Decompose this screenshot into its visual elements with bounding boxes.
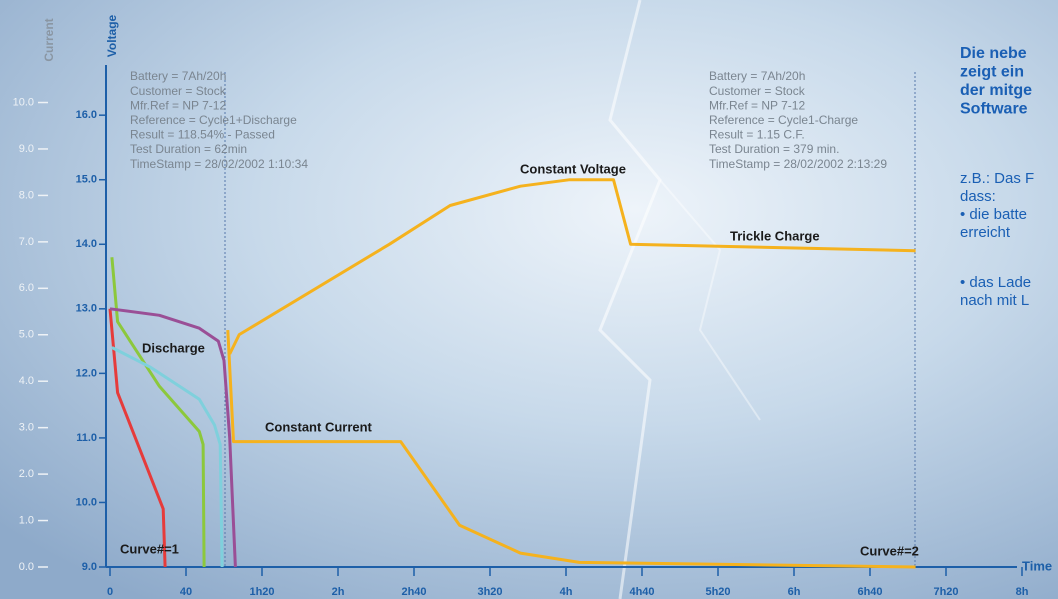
side-heading: zeigt ein (960, 64, 1024, 81)
y-tick-label: 6.0 (19, 282, 34, 294)
info-line: Battery = 7Ah/20h (130, 69, 226, 83)
annotation: Discharge (142, 340, 205, 355)
side-text: • die batte (960, 206, 1027, 223)
annotation: Constant Current (265, 419, 373, 434)
y-tick-label: 0.0 (19, 561, 34, 573)
y2-tick-label: 10.0 (76, 496, 97, 508)
x-tick-label: 5h20 (705, 586, 730, 598)
chart: Current Voltage Time 0.0 1.0 2.0 3.0 4.0 5.0 6… (0, 0, 1058, 599)
side-heading: der mitge (960, 82, 1032, 99)
y-tick-label: 9.0 (19, 143, 34, 155)
info-line: TimeStamp = 28/02/2002 1:10:34 (130, 157, 308, 171)
side-text: z.B.: Das F (960, 170, 1034, 187)
info-line: Reference = Cycle1+Discharge (130, 113, 297, 127)
info-line: Mfr.Ref = NP 7-12 (130, 98, 226, 112)
x-tick-label: 6h (788, 586, 801, 598)
info-line: Customer = Stock (709, 84, 806, 98)
annotation: Trickle Charge (730, 228, 820, 243)
y2-tick-label: 11.0 (76, 432, 97, 444)
y2-axis-title: Voltage (105, 14, 119, 57)
x-tick-label: 2h (332, 586, 345, 598)
annotation: Curve#=1 (120, 541, 179, 556)
side-text: • das Lade (960, 274, 1031, 291)
annotation: Curve#=2 (860, 543, 919, 558)
x-tick-label: 7h20 (933, 586, 958, 598)
y-tick-label: 1.0 (19, 514, 34, 526)
x-tick-label: 6h40 (857, 586, 882, 598)
x-tick-label: 0 (107, 586, 113, 598)
y2-tick-label: 9.0 (82, 561, 97, 573)
y-tick-label: 4.0 (19, 375, 34, 387)
x-tick-label: 40 (180, 586, 192, 598)
y-tick-label: 8.0 (19, 189, 34, 201)
y-tick-label: 5.0 (19, 329, 34, 341)
info-line: Result = 1.15 C.F. (709, 128, 805, 142)
info-line: Test Duration = 379 min. (709, 142, 839, 156)
x-tick-label: 1h20 (249, 586, 274, 598)
y-tick-label: 2.0 (19, 468, 34, 480)
y-axis-title: Current (42, 18, 56, 61)
x-tick-label: 4h (560, 586, 573, 598)
y2-tick-label: 13.0 (76, 303, 97, 315)
info-line: Reference = Cycle1-Charge (709, 113, 858, 127)
y-tick-label: 10.0 (13, 96, 34, 108)
y-tick-label: 3.0 (19, 422, 34, 434)
info-line: TimeStamp = 28/02/2002 2:13:29 (709, 157, 887, 171)
y2-tick-label: 16.0 (76, 109, 97, 121)
x-tick-label: 8h (1016, 586, 1029, 598)
y-tick-label: 7.0 (19, 236, 34, 248)
side-heading: Die nebe (960, 45, 1027, 62)
side-text: erreicht (960, 224, 1011, 241)
side-text: nach mit L (960, 292, 1029, 309)
x-tick-label: 2h40 (401, 586, 426, 598)
side-text: dass: (960, 188, 996, 205)
x-tick-label: 3h20 (477, 586, 502, 598)
x-tick-label: 4h40 (629, 586, 654, 598)
side-heading: Software (960, 101, 1028, 118)
info-line: Battery = 7Ah/20h (709, 69, 805, 83)
x-axis-title: Time (1022, 558, 1052, 573)
y2-tick-label: 14.0 (76, 238, 97, 250)
info-line: Test Duration = 62min (130, 142, 247, 156)
info-line: Customer = Stock (130, 84, 227, 98)
annotation: Constant Voltage (520, 161, 626, 176)
info-line: Mfr.Ref = NP 7-12 (709, 98, 805, 112)
y2-tick-label: 12.0 (76, 367, 97, 379)
y2-tick-label: 15.0 (76, 174, 97, 186)
info-line: Result = 118.54% - Passed (130, 128, 275, 142)
